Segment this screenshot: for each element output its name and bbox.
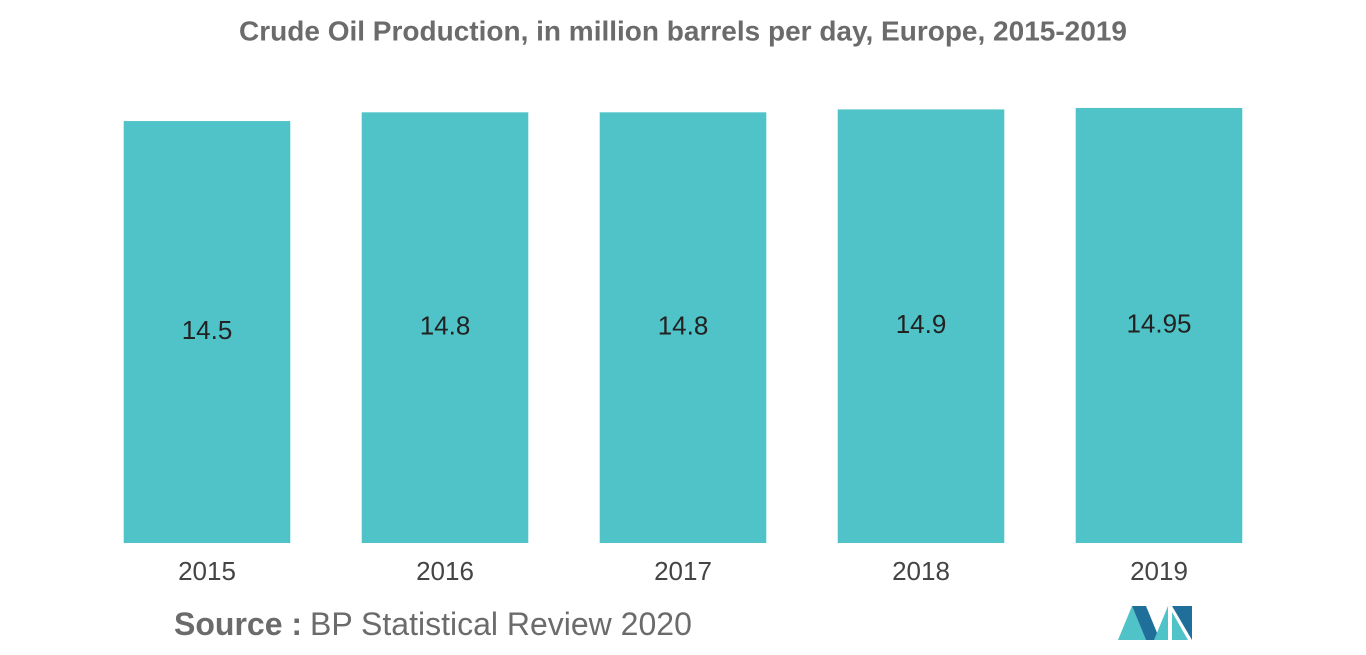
value-label: 14.5 [182, 315, 233, 345]
source-label: Source : [174, 606, 302, 642]
source-text: BP Statistical Review 2020 [310, 606, 692, 642]
x-tick-label: 2017 [654, 556, 712, 586]
logo [1118, 606, 1192, 640]
bar [361, 112, 529, 543]
value-label: 14.9 [896, 309, 947, 339]
x-tick-label: 2015 [178, 556, 236, 586]
bar [599, 112, 767, 543]
value-label: 14.95 [1126, 308, 1191, 338]
bar [1075, 107, 1243, 543]
x-tick-label: 2018 [892, 556, 950, 586]
x-tick-label: 2019 [1130, 556, 1188, 586]
value-label: 14.8 [420, 311, 471, 341]
bar [837, 109, 1005, 543]
value-label: 14.8 [658, 311, 709, 341]
x-tick-label: 2016 [416, 556, 474, 586]
source: Source : BP Statistical Review 2020 [174, 606, 692, 642]
bar [123, 121, 291, 544]
chart-title: Crude Oil Production, in million barrels… [239, 15, 1127, 46]
